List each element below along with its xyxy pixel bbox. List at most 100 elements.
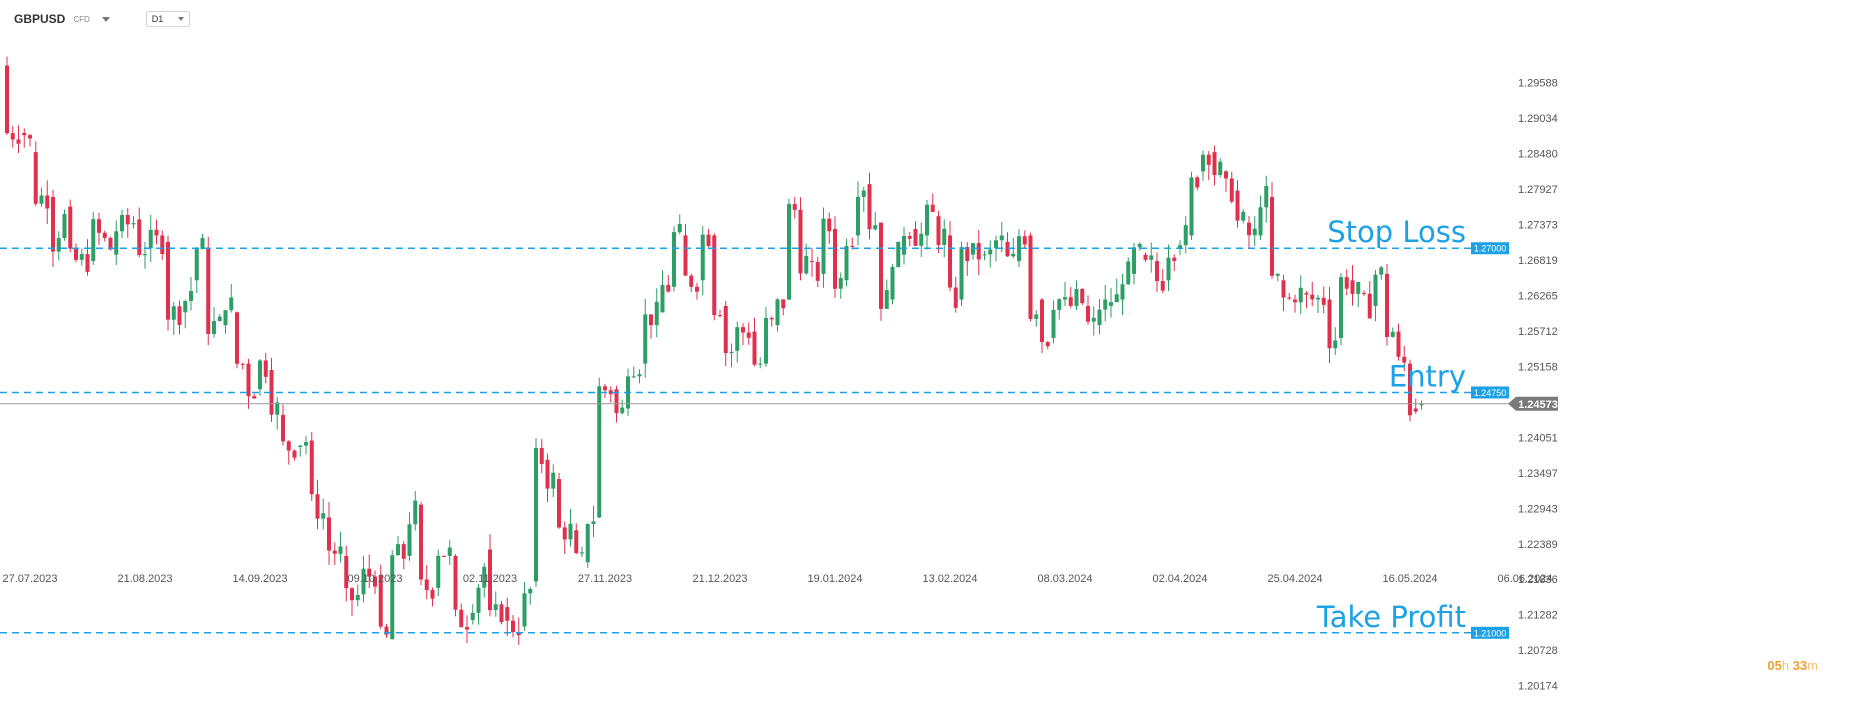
candle-body — [522, 593, 527, 627]
candle-body — [304, 442, 308, 446]
candle-body — [982, 254, 987, 256]
date-tick-label: 13.02.2024 — [922, 573, 977, 585]
candle-body — [574, 530, 579, 553]
candle-body — [1229, 178, 1234, 202]
candle-body — [654, 301, 659, 326]
candle-body — [919, 233, 924, 246]
candle-body — [384, 626, 389, 635]
candle-body — [1408, 363, 1412, 416]
candle-body — [838, 277, 843, 289]
candle-body — [166, 241, 170, 320]
candle-body — [1143, 254, 1148, 260]
price-tick-label: 1.22943 — [1518, 503, 1558, 515]
candle-body — [10, 133, 15, 140]
candle-body — [482, 566, 487, 588]
candle-body — [603, 386, 607, 391]
candle-body — [1155, 261, 1159, 282]
candle-body — [614, 389, 619, 414]
candle-body — [1304, 293, 1309, 295]
candle-body — [160, 235, 165, 255]
candle-body — [355, 595, 360, 601]
candle-body — [948, 235, 952, 288]
timeframe-select[interactable]: D1 — [145, 11, 190, 27]
candle-body — [706, 234, 711, 246]
candle-body — [873, 225, 878, 230]
candle-body — [309, 440, 314, 495]
time-axis: 27.07.2023 21.08.2023 14.09.2023 09.10.2023… — [2, 573, 1552, 585]
symbol-dropdown-icon[interactable] — [101, 16, 110, 22]
candle-body — [695, 286, 699, 292]
symbol-label[interactable]: GBPUSD — [14, 12, 66, 26]
candle-body — [741, 327, 745, 333]
candle-body — [217, 316, 222, 322]
candle-body — [1166, 257, 1171, 281]
candle-body — [1109, 302, 1113, 306]
candle-body — [620, 407, 625, 414]
candle-body — [580, 552, 584, 554]
price-tick-label: 1.27927 — [1518, 184, 1558, 196]
candle-body — [212, 321, 216, 335]
candle-body — [1275, 273, 1280, 276]
candle-body — [689, 275, 694, 287]
candle-body — [413, 500, 418, 525]
candle-body — [1149, 255, 1154, 260]
candle-body — [810, 261, 814, 263]
candle-body — [1252, 228, 1257, 236]
candle-body — [143, 254, 147, 256]
candle-body — [45, 195, 50, 209]
price-tick-label: 1.24051 — [1518, 432, 1558, 444]
candle-body — [999, 235, 1004, 241]
candle-body — [1287, 297, 1292, 299]
candle-body — [798, 209, 803, 274]
candle-body — [1091, 317, 1096, 322]
candle-body — [965, 247, 970, 262]
countdown-hours-unit: h — [1781, 658, 1790, 673]
candle-body — [1258, 207, 1263, 236]
countdown-minutes: 33 — [1792, 658, 1808, 673]
current-price-badge: 1.24573 — [1508, 396, 1558, 411]
candle-body — [649, 314, 653, 326]
candle-body — [953, 287, 958, 308]
candle-body — [28, 135, 32, 139]
candle-body — [5, 65, 9, 134]
candle-body — [1132, 247, 1136, 274]
candle-body — [1385, 273, 1389, 337]
candle-body — [361, 568, 366, 595]
candle-body — [1218, 161, 1223, 176]
candle-body — [1362, 293, 1366, 295]
candle-body — [1247, 222, 1251, 236]
candle-body — [1011, 253, 1016, 257]
candle-body — [896, 241, 901, 268]
level-badge-shape — [1471, 626, 1509, 639]
price-axis: 1.29588 1.29034 1.28480 1.27927 1.27373 1.268… — [1518, 77, 1558, 692]
date-tick-label: 08.03.2024 — [1037, 573, 1092, 585]
candle-body — [557, 478, 561, 528]
candle-body — [516, 632, 521, 636]
candle-body — [373, 576, 377, 587]
candle-body — [102, 232, 107, 238]
candle-body — [137, 219, 142, 255]
candle-body — [39, 195, 44, 204]
date-tick-label: 16.05.2024 — [1382, 573, 1437, 585]
candle-body — [1333, 340, 1338, 349]
symbol-type-label: CFD — [73, 14, 90, 24]
candle-body — [79, 254, 84, 260]
candle-body — [1350, 280, 1355, 294]
candle-body — [1264, 185, 1269, 208]
chart-toolbar: GBPUSD CFD D1 — [14, 8, 190, 30]
candle-body — [1017, 236, 1021, 262]
candle-body — [401, 544, 406, 559]
candle-body — [240, 363, 245, 365]
candle-body — [821, 218, 826, 274]
candle-body — [1178, 245, 1182, 249]
candle-body — [1413, 408, 1418, 412]
price-tick-label: 1.21836 — [1518, 574, 1558, 586]
candle-body — [1063, 297, 1067, 300]
countdown-hours: 05 — [1767, 658, 1782, 673]
candle-body — [258, 360, 262, 390]
candle-body — [275, 402, 280, 415]
level-label: Entry — [1389, 359, 1466, 393]
candle-body — [643, 314, 648, 364]
